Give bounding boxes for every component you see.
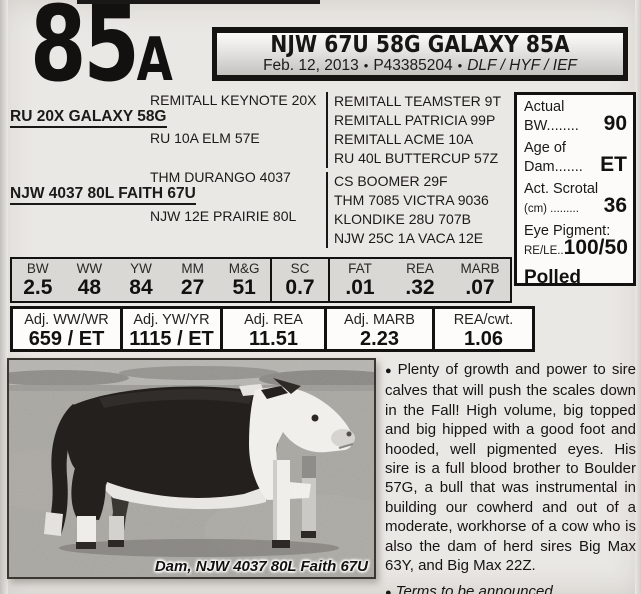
cow-body <box>65 386 278 500</box>
header-banner-inner: NJW 67U 58G GALAXY 85A Feb. 12, 2013 • P43… <box>217 33 623 75</box>
bullet-icon: ● <box>385 587 392 594</box>
cow <box>44 378 355 549</box>
note-text: Terms to be announced. <box>395 583 557 594</box>
cow-mouth <box>338 443 354 449</box>
bullet-separator-icon: • <box>363 58 369 73</box>
cow-front-leg-shade <box>273 460 277 542</box>
epd-cell: YW 84 <box>129 261 153 300</box>
sire-ancestor-group: REMITALL TEAMSTER 9T REMITALL PATRICIA 9… <box>326 92 501 168</box>
epd-cell: MARB .07 <box>460 261 500 300</box>
cow-belly <box>105 482 267 510</box>
cow-nostril <box>346 431 352 437</box>
ancestor-line: REMITALL ACME 10A <box>334 131 474 147</box>
lot-number-suffix: A <box>136 25 173 95</box>
epd-cell: SC 0.7 <box>285 261 315 300</box>
ancestor-line: KLONDIKE 28U 707B <box>334 211 471 227</box>
cow-rear-sock <box>77 516 96 542</box>
header-banner: NJW 67U 58G GALAXY 85A Feb. 12, 2013 • P43… <box>212 27 628 81</box>
lot-number-big: 85 <box>30 0 140 105</box>
dam-dam: NJW 12E PRAIRIE 80L <box>150 208 297 224</box>
registration-number: P43385204 <box>373 57 453 74</box>
stat-scrotal: Act. Scrotal (cm) ......... 36 <box>524 181 627 217</box>
stat-eye-pigment: Eye Pigment: RE/LE.. 100/50 <box>524 223 628 259</box>
cow-ear <box>273 378 301 394</box>
animal-name: NJW 67U 58G GALAXY 85A <box>270 33 570 58</box>
scrotal-value: 36 <box>603 194 627 217</box>
epd-cell: FAT .01 <box>345 261 375 300</box>
adj-cell: Adj. WW/WR 659 / ET <box>10 306 123 352</box>
cow-illustration <box>0 360 414 577</box>
ancestor-line: THM 7085 VICTRA 9036 <box>334 192 489 208</box>
note-text: Plenty of growth and power to sire calve… <box>385 361 636 575</box>
age-of-dam-value: ET <box>600 153 627 176</box>
dam-ancestor-group: CS BOOMER 29F THM 7085 VICTRA 9036 KLOND… <box>326 172 489 248</box>
cow-back-highlight <box>99 389 254 408</box>
cow-front-far-leg-shade <box>302 456 316 478</box>
actual-bw-value: 90 <box>603 112 627 135</box>
sire-sire: REMITALL KEYNOTE 20X <box>150 92 317 108</box>
epd-growth-group: BW 2.5 WW 48 YW 84 MM 27 M&G 51 <box>12 259 272 301</box>
birth-date: Feb. 12, 2013 <box>263 57 359 74</box>
cow-hoof <box>108 540 124 547</box>
note-description: ● Plenty of growth and power to sire calv… <box>385 360 636 575</box>
sire-name: RU 20X GALAXY 58G <box>10 109 167 128</box>
adj-cell: REA/cwt. 1.06 <box>432 306 535 352</box>
cow-rear-far-sock <box>109 516 124 540</box>
epd-cell: WW 48 <box>76 261 103 300</box>
ancestor-line: CS BOOMER 29F <box>334 173 448 189</box>
stat-actual-bw: Actual BW........ 90 <box>524 99 627 135</box>
cow-tail <box>46 404 83 535</box>
banner-subtitle: Feb. 12, 2013 • P43385204 • DLF / HYF / IEF <box>217 58 623 74</box>
scan-edge-right <box>635 0 641 594</box>
ancestor-line: REMITALL TEAMSTER 9T <box>334 93 501 109</box>
note-terms: ● Terms to be announced. <box>385 582 636 594</box>
cow-tail-switch <box>44 512 63 536</box>
adj-cell: Adj. YW/YR 1115 / ET <box>120 306 223 352</box>
epd-cell: BW 2.5 <box>23 261 53 300</box>
adjusted-measures-table: Adj. WW/WR 659 / ET Adj. YW/YR 1115 / ET A… <box>10 306 535 352</box>
photo-caption: Dam, NJW 4037 80L Faith 67U <box>154 558 368 575</box>
stat-age-of-dam: Age of Dam....... ET <box>524 140 627 176</box>
dam-photo: Dam, NJW 4037 80L Faith 67U <box>0 358 414 579</box>
epd-cell: MM 27 <box>180 261 205 300</box>
ancestor-line: RU 40L BUTTERCUP 57Z <box>334 150 499 166</box>
cow-eye <box>311 414 319 422</box>
polled-label: Polled <box>524 267 582 288</box>
epd-carcass-group: FAT .01 REA .32 MARB .07 <box>330 259 510 301</box>
page-edge-mark <box>77 0 320 4</box>
dam-name: NJW 4037 80L FAITH 67U <box>10 186 196 205</box>
eye-pigment-value: 100/50 <box>563 236 628 259</box>
bullet-separator-icon: • <box>457 58 463 73</box>
dam-sire: THM DURANGO 4037 <box>150 169 291 185</box>
cow-hoof <box>272 540 290 548</box>
cow-rear-thigh <box>71 468 106 520</box>
epd-cell: M&G 51 <box>228 261 260 300</box>
scan-edge-left <box>0 0 8 594</box>
breed-codes: DLF / HYF / IEF <box>467 57 577 74</box>
adj-cell: Adj. MARB 2.23 <box>324 306 435 352</box>
sale-notes: ● Plenty of growth and power to sire calv… <box>385 360 636 594</box>
adj-cell: Adj. REA 11.51 <box>220 306 327 352</box>
stats-box: Actual BW........ 90 Age of Dam....... ET … <box>514 92 636 288</box>
cow-front-leg <box>273 460 290 542</box>
epd-sc-group: SC 0.7 <box>272 259 330 301</box>
epd-table: BW 2.5 WW 48 YW 84 MM 27 M&G 51 SC 0.7 FAT .01 … <box>10 257 512 303</box>
cow-hoof <box>301 531 316 538</box>
lot-number: 85A <box>30 0 173 96</box>
sire-dam: RU 10A ELM 57E <box>150 130 260 146</box>
cow-poll-patch <box>261 386 288 399</box>
ancestor-line: NJW 25C 1A VACA 12E <box>334 230 484 246</box>
ancestor-line: REMITALL PATRICIA 99P <box>334 112 496 128</box>
epd-cell: REA .32 <box>405 261 435 300</box>
cow-hoof <box>76 542 96 549</box>
bullet-icon: ● <box>385 365 394 377</box>
cow-shadow <box>59 539 339 557</box>
